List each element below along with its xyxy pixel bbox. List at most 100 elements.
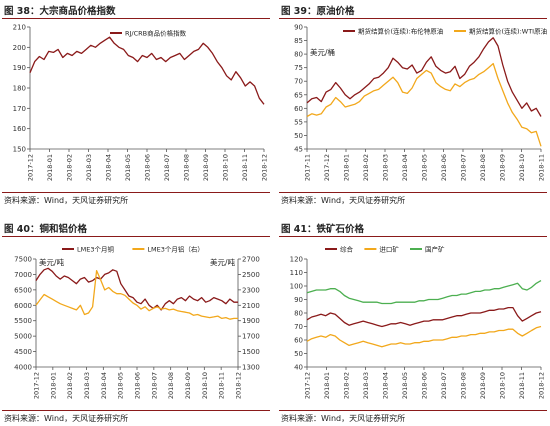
- y-tick-label: 5000: [14, 333, 32, 341]
- source-note: 资料来源：Wind，天风证券研究所: [4, 414, 129, 423]
- series-line-2: [306, 62, 542, 147]
- legend-label: 国产矿: [425, 245, 445, 254]
- y-right-tick-label: 1900: [242, 317, 260, 325]
- x-tick-label: 2018-07: [440, 372, 448, 399]
- x-tick-label: 2017-12: [323, 154, 331, 181]
- chart-copper-aluminum: 4000 4500 5000 5500 6000 6500 7000 7500 1300 1500…: [14, 245, 260, 400]
- y-tick-label: 75: [294, 64, 303, 72]
- x-tick-label: 2018-01: [49, 372, 57, 399]
- source-divider: [2, 410, 270, 411]
- y-tick-label: 7000: [14, 271, 32, 279]
- x-tick-label: 2018-03: [362, 372, 370, 399]
- unit-label: 美元/吨: [39, 257, 65, 267]
- x-tick-label: 2018-03: [85, 154, 93, 181]
- y-tick-label: 4500: [14, 348, 32, 356]
- x-tick-label: 2018-12: [235, 372, 243, 399]
- y-right-tick-label: 1500: [242, 348, 260, 356]
- x-tick-label: 2018-06: [144, 154, 152, 181]
- title-divider: [2, 18, 270, 19]
- x-tick-label: 2018-05: [117, 372, 125, 399]
- chart-crude-oil: 45 50 55 60 65 70 75 80 85 90 美元/桶 2017-11 2017-12 20…: [294, 24, 547, 182]
- x-tick-label: 2018-04: [105, 154, 113, 181]
- y-tick-label: 80: [294, 310, 303, 318]
- x-tick-label: 2018-01: [46, 154, 54, 181]
- x-tick-label: 2018-11: [538, 154, 546, 181]
- chart-commodity-index: 150 160 170 180 190 200 210 2017-12 2018-01 2018-…: [13, 24, 269, 182]
- y-tick-label: 7500: [14, 256, 32, 264]
- chart-iron-ore: 40 50 60 70 80 90 100 110 120 2017-12 2018-01 2018-…: [290, 245, 546, 400]
- y-right-tick-label: 1700: [242, 333, 260, 341]
- x-tick-label: 2018-08: [167, 372, 175, 399]
- x-tick-label: 2018-11: [218, 372, 226, 399]
- x-tick-label: 2018-10: [201, 372, 209, 399]
- y-tick-label: 170: [13, 105, 26, 113]
- source-note: 资料来源：Wind，天风证券研究所: [281, 196, 406, 205]
- x-tick-label: 2018-12: [261, 154, 269, 181]
- y-tick-label: 190: [13, 64, 26, 72]
- series-line-2: [306, 325, 542, 348]
- x-tick-label: 2018-06: [440, 154, 448, 181]
- series-line-1: [29, 36, 265, 105]
- x-tick-label: 2018-09: [202, 154, 210, 181]
- source-divider: [279, 410, 547, 411]
- y-tick-label: 85: [294, 37, 303, 45]
- y-tick-label: 180: [13, 85, 26, 93]
- source-divider: [279, 192, 547, 193]
- x-tick-label: 2017-12: [304, 372, 312, 399]
- x-tick-label: 2018-09: [499, 154, 507, 181]
- title-divider: [279, 236, 547, 237]
- legend-label: LME3个月铜: [77, 245, 114, 254]
- x-tick-label: 2018-08: [460, 372, 468, 399]
- title-divider: [279, 18, 547, 19]
- x-tick-label: 2018-08: [479, 154, 487, 181]
- legend-label: 期货结算价(连续):布伦特原油: [358, 27, 443, 36]
- y-right-tick-label: 1300: [242, 364, 260, 372]
- legend-label: RJ/CRB商品价格指数: [125, 29, 187, 38]
- title-divider: [2, 236, 270, 237]
- series-line-2: [35, 269, 238, 320]
- panel-title: 图 39：原油价格: [281, 6, 355, 17]
- series-line-1: [35, 267, 238, 311]
- unit-label: 美元/桶: [310, 47, 335, 57]
- legend-label: 进口矿: [379, 245, 399, 254]
- legend-label: 期货结算价(连续):WTI原油: [469, 27, 547, 36]
- y-tick-label: 50: [294, 350, 303, 358]
- x-tick-label: 2018-02: [362, 154, 370, 181]
- y-tick-label: 100: [290, 283, 303, 291]
- x-tick-label: 2018-04: [401, 154, 409, 181]
- x-tick-label: 2018-01: [343, 154, 351, 181]
- y-tick-label: 55: [294, 118, 303, 126]
- x-tick-label: 2018-09: [184, 372, 192, 399]
- x-tick-label: 2018-04: [100, 372, 108, 399]
- y-tick-label: 210: [13, 24, 26, 32]
- panel-title: 图 41：铁矿石价格: [281, 224, 365, 235]
- x-tick-label: 2017-12: [33, 372, 41, 399]
- x-tick-label: 2018-03: [83, 372, 91, 399]
- source-divider: [2, 192, 270, 193]
- y-tick-label: 70: [294, 323, 303, 331]
- y-tick-label: 160: [13, 125, 26, 133]
- x-tick-label: 2018-02: [343, 372, 351, 399]
- y-right-tick-label: 2700: [242, 256, 260, 264]
- y-tick-label: 45: [294, 146, 303, 154]
- x-tick-label: 2018-07: [460, 154, 468, 181]
- y-tick-label: 120: [290, 256, 303, 264]
- y-tick-label: 110: [290, 269, 303, 277]
- x-tick-label: 2018-06: [134, 372, 142, 399]
- unit-label-right: 美元/吨: [210, 257, 236, 267]
- y-tick-label: 6500: [14, 286, 32, 294]
- x-tick-label: 2018-07: [163, 154, 171, 181]
- x-tick-label: 2018-03: [382, 154, 390, 181]
- x-tick-label: 2018-12: [538, 372, 546, 399]
- x-tick-label: 2018-06: [421, 372, 429, 399]
- x-tick-label: 2018-04: [382, 372, 390, 399]
- y-tick-label: 90: [294, 296, 303, 304]
- y-tick-label: 90: [294, 24, 303, 32]
- x-tick-label: 2018-08: [183, 154, 191, 181]
- x-tick-label: 2018-02: [66, 372, 74, 399]
- x-tick-label: 2018-07: [150, 372, 158, 399]
- x-tick-label: 2018-11: [518, 372, 526, 399]
- x-tick-label: 2018-09: [479, 372, 487, 399]
- y-right-tick-label: 2100: [242, 302, 260, 310]
- y-tick-label: 40: [294, 364, 303, 372]
